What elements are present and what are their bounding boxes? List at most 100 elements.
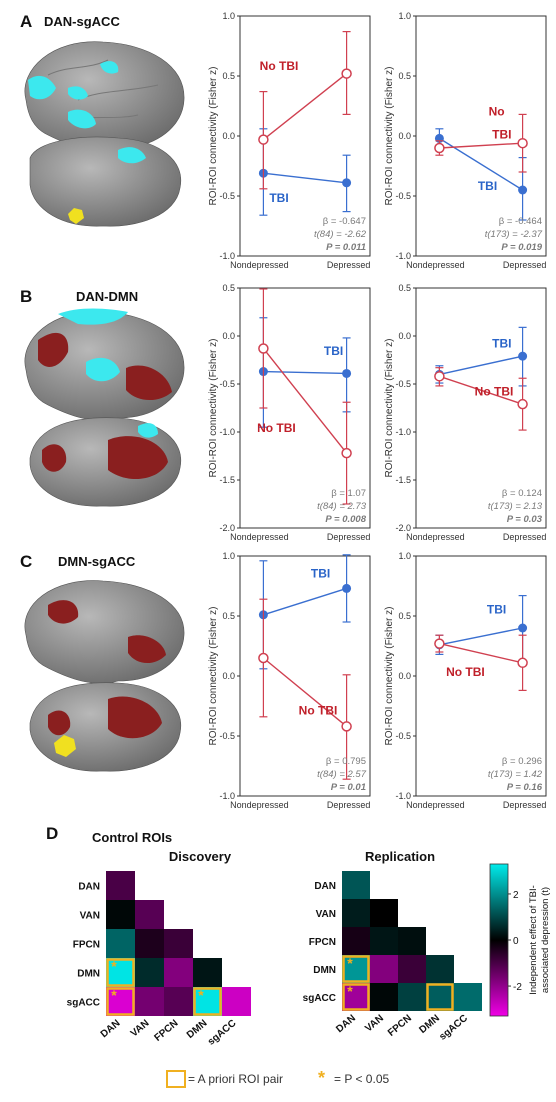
heatmap-cell [193,987,222,1016]
tbi-point [342,178,352,188]
stats-beta: β = 0.124 [502,488,542,499]
y-tick-label: 0.0 [398,331,411,341]
heatmap-cell [106,900,135,929]
brain-image-c [24,580,185,772]
stats-t: t(173) = 2.13 [488,501,543,512]
stats-beta: β = 0.795 [326,756,366,767]
panel-letter-a: A [20,12,33,31]
stats-p: P = 0.008 [325,514,366,525]
y-axis-label: ROI-ROI connectivity (Fisher z) [208,339,219,478]
no-tbi-series-label: No TBI [260,59,299,73]
chart-b-discovery: 0.5 0.0 -0.5 -1.0 -1.5 -2.0 ROI-ROI connectivi… [208,283,371,542]
colorbar-label-line2: associated depression (t) [540,887,551,993]
no-tbi-series-line [439,375,523,405]
x-tick-label: Nondepressed [230,260,289,270]
heatmap-cell [370,899,398,927]
colorbar-label-line1: Independent effect of TBI- [528,885,539,995]
y-tick-label: -0.5 [395,379,411,389]
chart-c-replication: 1.0 0.5 0.0 -0.5 -1.0 ROI-ROI connectivity (F… [384,551,547,810]
heatmap-col-label: FPCN [386,1013,414,1039]
x-tick-label: Nondepressed [406,260,465,270]
tbi-point [342,368,352,378]
stats-p: P = 0.019 [501,242,542,253]
colorbar-tick-label: 0 [513,936,519,947]
tbi-point [518,185,528,195]
tbi-series-label: TBI [311,567,330,581]
no-tbi-point [434,638,445,649]
no-tbi-series-line [262,657,348,727]
no-tbi-point [341,447,352,459]
heatmap-cell [342,871,370,899]
y-tick-label: 1.0 [222,551,235,561]
stats-t: t(173) = 1.42 [488,769,543,780]
no-tbi-point [341,68,352,79]
heatmap-col-label: DAN [334,1013,358,1035]
y-axis-label: ROI-ROI connectivity (Fisher z) [208,67,219,206]
heatmap-title: Discovery [169,849,232,864]
a-priori-legend-box [166,1070,186,1088]
plot-frame [415,287,547,529]
x-tick-label: Nondepressed [230,532,289,542]
significance-star: * [111,987,117,1003]
y-tick-label: -2.0 [219,523,235,533]
y-tick-label: -1.5 [395,475,411,485]
heatmap-col-label: VAN [363,1013,386,1035]
x-tick-label: Depressed [503,260,547,270]
significance-star: * [347,955,353,971]
x-tick-label: Depressed [327,532,371,542]
heatmap-col-label: sgACC [206,1018,239,1048]
brain-image-a [24,41,185,227]
heatmap-cell [342,955,370,983]
heatmap-cell [426,955,454,983]
panel-title-d: Control ROIs [92,830,173,845]
heatmap-row-label: VAN [316,909,336,920]
x-tick-label: Depressed [327,800,371,810]
stats-t: t(84) = 2.57 [317,769,367,780]
y-tick-label: -1.5 [219,475,235,485]
a-priori-outline [193,987,222,1016]
heatmap-col-label: DMN [185,1018,210,1041]
x-tick-label: Depressed [327,260,371,270]
stats-beta: β = 1.07 [331,488,366,499]
no-tbi-series-label: No [489,105,505,119]
significance-star: * [198,987,204,1003]
heatmap-row-label: sgACC [67,998,100,1009]
tbi-series-label: TBI [492,337,511,351]
heatmap-cell [342,899,370,927]
tbi-series-line [439,355,523,376]
no-tbi-series-line [262,73,348,141]
tbi-series-line [263,370,347,375]
heatmap-row-label: DAN [314,881,336,892]
y-tick-label: 0.5 [222,611,235,621]
heatmap-row-label: DMN [313,965,336,976]
y-tick-label: -1.0 [219,251,235,261]
heatmap-col-label: VAN [129,1018,152,1040]
stats-p: P = 0.01 [331,782,366,793]
x-tick-label: Depressed [503,800,547,810]
y-tick-label: 0.5 [222,283,235,293]
stats-p: P = 0.16 [507,782,543,793]
y-tick-label: 0.0 [222,131,235,141]
y-tick-label: -0.5 [219,731,235,741]
y-tick-label: 1.0 [222,11,235,21]
chart-c-discovery: 1.0 0.5 0.0 -0.5 -1.0 ROI-ROI connectivity (F… [208,551,371,810]
tbi-series-label: TBI [269,191,288,205]
x-tick-label: Nondepressed [406,800,465,810]
colorbar-tick-label: 2 [513,890,519,901]
no-tbi-point [258,652,269,664]
heatmap-cell [106,958,135,987]
stats-t: t(84) = 2.73 [317,501,367,512]
heatmap-col-label: DAN [99,1018,123,1040]
tbi-series-line [439,627,523,646]
heatmap-cell [106,987,135,1016]
y-tick-label: 0.0 [222,331,235,341]
stats-p: P = 0.011 [326,242,366,253]
no-tbi-point [258,343,269,354]
significance-star-icon: * [318,1068,326,1088]
y-tick-label: -0.5 [395,191,411,201]
y-axis-label: ROI-ROI connectivity (Fisher z) [208,607,219,746]
stats-t: t(84) = -2.62 [314,229,367,240]
no-tbi-point [341,721,352,732]
heatmap-row-label: FPCN [73,940,100,951]
y-tick-label: 0.0 [222,671,235,681]
